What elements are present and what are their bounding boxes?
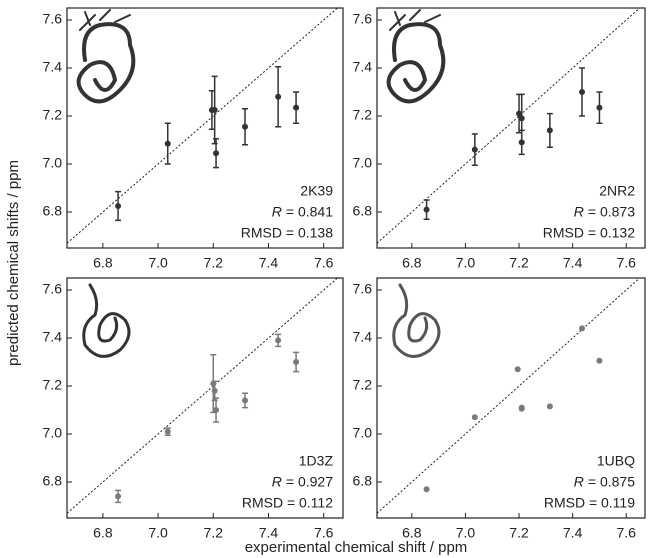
data-point bbox=[516, 110, 523, 117]
x-tick-label: 6.8 bbox=[93, 255, 113, 271]
data-point bbox=[423, 206, 430, 213]
data-point bbox=[514, 366, 521, 373]
data-point bbox=[115, 203, 122, 209]
r-text: = 0.841 bbox=[286, 204, 333, 220]
data-point bbox=[546, 403, 553, 410]
data-point bbox=[275, 93, 282, 100]
x-tick-label: 7.4 bbox=[259, 525, 279, 541]
x-tick-label: 6.8 bbox=[402, 255, 422, 271]
r-symbol: R bbox=[574, 474, 584, 490]
data-point bbox=[213, 150, 220, 157]
r-text: = 0.873 bbox=[588, 204, 635, 220]
y-tick-label: 7.6 bbox=[353, 281, 373, 297]
y-tick-label: 7.2 bbox=[353, 107, 373, 123]
data-point bbox=[115, 493, 122, 500]
data-point bbox=[275, 337, 282, 344]
x-tick-label: 7.6 bbox=[617, 255, 637, 271]
data-point bbox=[471, 414, 478, 421]
data-point bbox=[518, 115, 525, 122]
plot-frame bbox=[66, 7, 344, 249]
panel-label: 2NR2 bbox=[599, 183, 635, 199]
rmsd-text: RMSD = 0.138 bbox=[241, 225, 333, 241]
data-point bbox=[579, 325, 586, 332]
data-point bbox=[596, 357, 603, 364]
data-point bbox=[579, 89, 586, 95]
y-tick-label: 7.6 bbox=[353, 11, 373, 27]
x-tick-label: 7.0 bbox=[148, 525, 168, 541]
identity-line bbox=[376, 7, 640, 244]
data-point bbox=[211, 107, 218, 113]
rmsd-text: RMSD = 0.119 bbox=[544, 495, 635, 511]
x-tick-label: 7.0 bbox=[456, 255, 476, 271]
x-tick-label: 7.4 bbox=[259, 255, 279, 271]
identity-line bbox=[376, 277, 640, 514]
data-point bbox=[471, 146, 478, 153]
y-tick-label: 7.6 bbox=[43, 281, 63, 297]
x-tick-label: 7.0 bbox=[456, 525, 476, 541]
y-tick-label: 7.4 bbox=[353, 329, 373, 345]
data-point bbox=[423, 486, 430, 493]
data-point bbox=[211, 387, 218, 394]
data-point bbox=[164, 140, 171, 147]
data-point bbox=[293, 104, 300, 111]
y-tick-label: 7.4 bbox=[43, 329, 63, 345]
data-point bbox=[293, 359, 300, 365]
x-tick-label: 7.6 bbox=[314, 525, 334, 541]
x-tick-label: 7.4 bbox=[563, 255, 583, 271]
data-point bbox=[213, 407, 220, 413]
y-tick-label: 6.8 bbox=[353, 473, 373, 489]
data-point bbox=[242, 397, 249, 404]
y-tick-label: 7.0 bbox=[353, 155, 373, 171]
x-tick-label: 7.2 bbox=[204, 525, 224, 541]
y-axis-label: predicted chemical shifts / ppm bbox=[5, 160, 22, 366]
r-text: = 0.875 bbox=[588, 474, 635, 490]
data-point bbox=[546, 127, 553, 134]
data-point bbox=[518, 405, 525, 412]
x-tick-label: 7.2 bbox=[204, 255, 224, 271]
y-tick-label: 7.2 bbox=[353, 377, 373, 393]
data-point bbox=[242, 123, 249, 130]
data-point bbox=[164, 428, 171, 435]
y-tick-label: 7.2 bbox=[43, 107, 63, 123]
x-axis-label: experimental chemical shift / ppm bbox=[245, 539, 468, 556]
y-tick-label: 6.8 bbox=[43, 473, 63, 489]
panel-label: 1D3Z bbox=[299, 453, 334, 469]
data-point bbox=[518, 139, 525, 146]
protein-structure bbox=[76, 9, 446, 358]
plot-frame bbox=[376, 7, 646, 249]
r-symbol: R bbox=[272, 204, 282, 220]
y-tick-label: 7.0 bbox=[43, 155, 63, 171]
r-symbol: R bbox=[272, 474, 282, 490]
y-tick-label: 7.0 bbox=[353, 425, 373, 441]
r-text: = 0.927 bbox=[286, 474, 333, 490]
data-point bbox=[596, 104, 603, 111]
x-tick-label: 6.8 bbox=[402, 525, 422, 541]
y-tick-label: 7.4 bbox=[353, 59, 373, 75]
r-symbol: R bbox=[574, 204, 584, 220]
rmsd-text: RMSD = 0.132 bbox=[543, 225, 635, 241]
x-tick-label: 7.6 bbox=[314, 255, 334, 271]
x-tick-label: 6.8 bbox=[93, 525, 113, 541]
x-tick-label: 7.0 bbox=[148, 255, 168, 271]
plot-frame bbox=[376, 277, 646, 519]
panel-label: 2K39 bbox=[300, 183, 333, 199]
x-tick-label: 7.4 bbox=[563, 525, 583, 541]
rmsd-text: RMSD = 0.112 bbox=[242, 495, 333, 511]
x-tick-label: 7.2 bbox=[509, 255, 529, 271]
y-tick-label: 6.8 bbox=[43, 203, 63, 219]
y-tick-label: 7.6 bbox=[43, 11, 63, 27]
y-tick-label: 6.8 bbox=[353, 203, 373, 219]
x-tick-label: 7.6 bbox=[617, 525, 637, 541]
y-tick-label: 7.0 bbox=[43, 425, 63, 441]
y-tick-label: 7.2 bbox=[43, 377, 63, 393]
x-tick-label: 7.2 bbox=[509, 525, 529, 541]
panel-label: 1UBQ bbox=[597, 453, 635, 469]
plot-frame bbox=[66, 277, 344, 519]
y-tick-label: 7.4 bbox=[43, 59, 63, 75]
